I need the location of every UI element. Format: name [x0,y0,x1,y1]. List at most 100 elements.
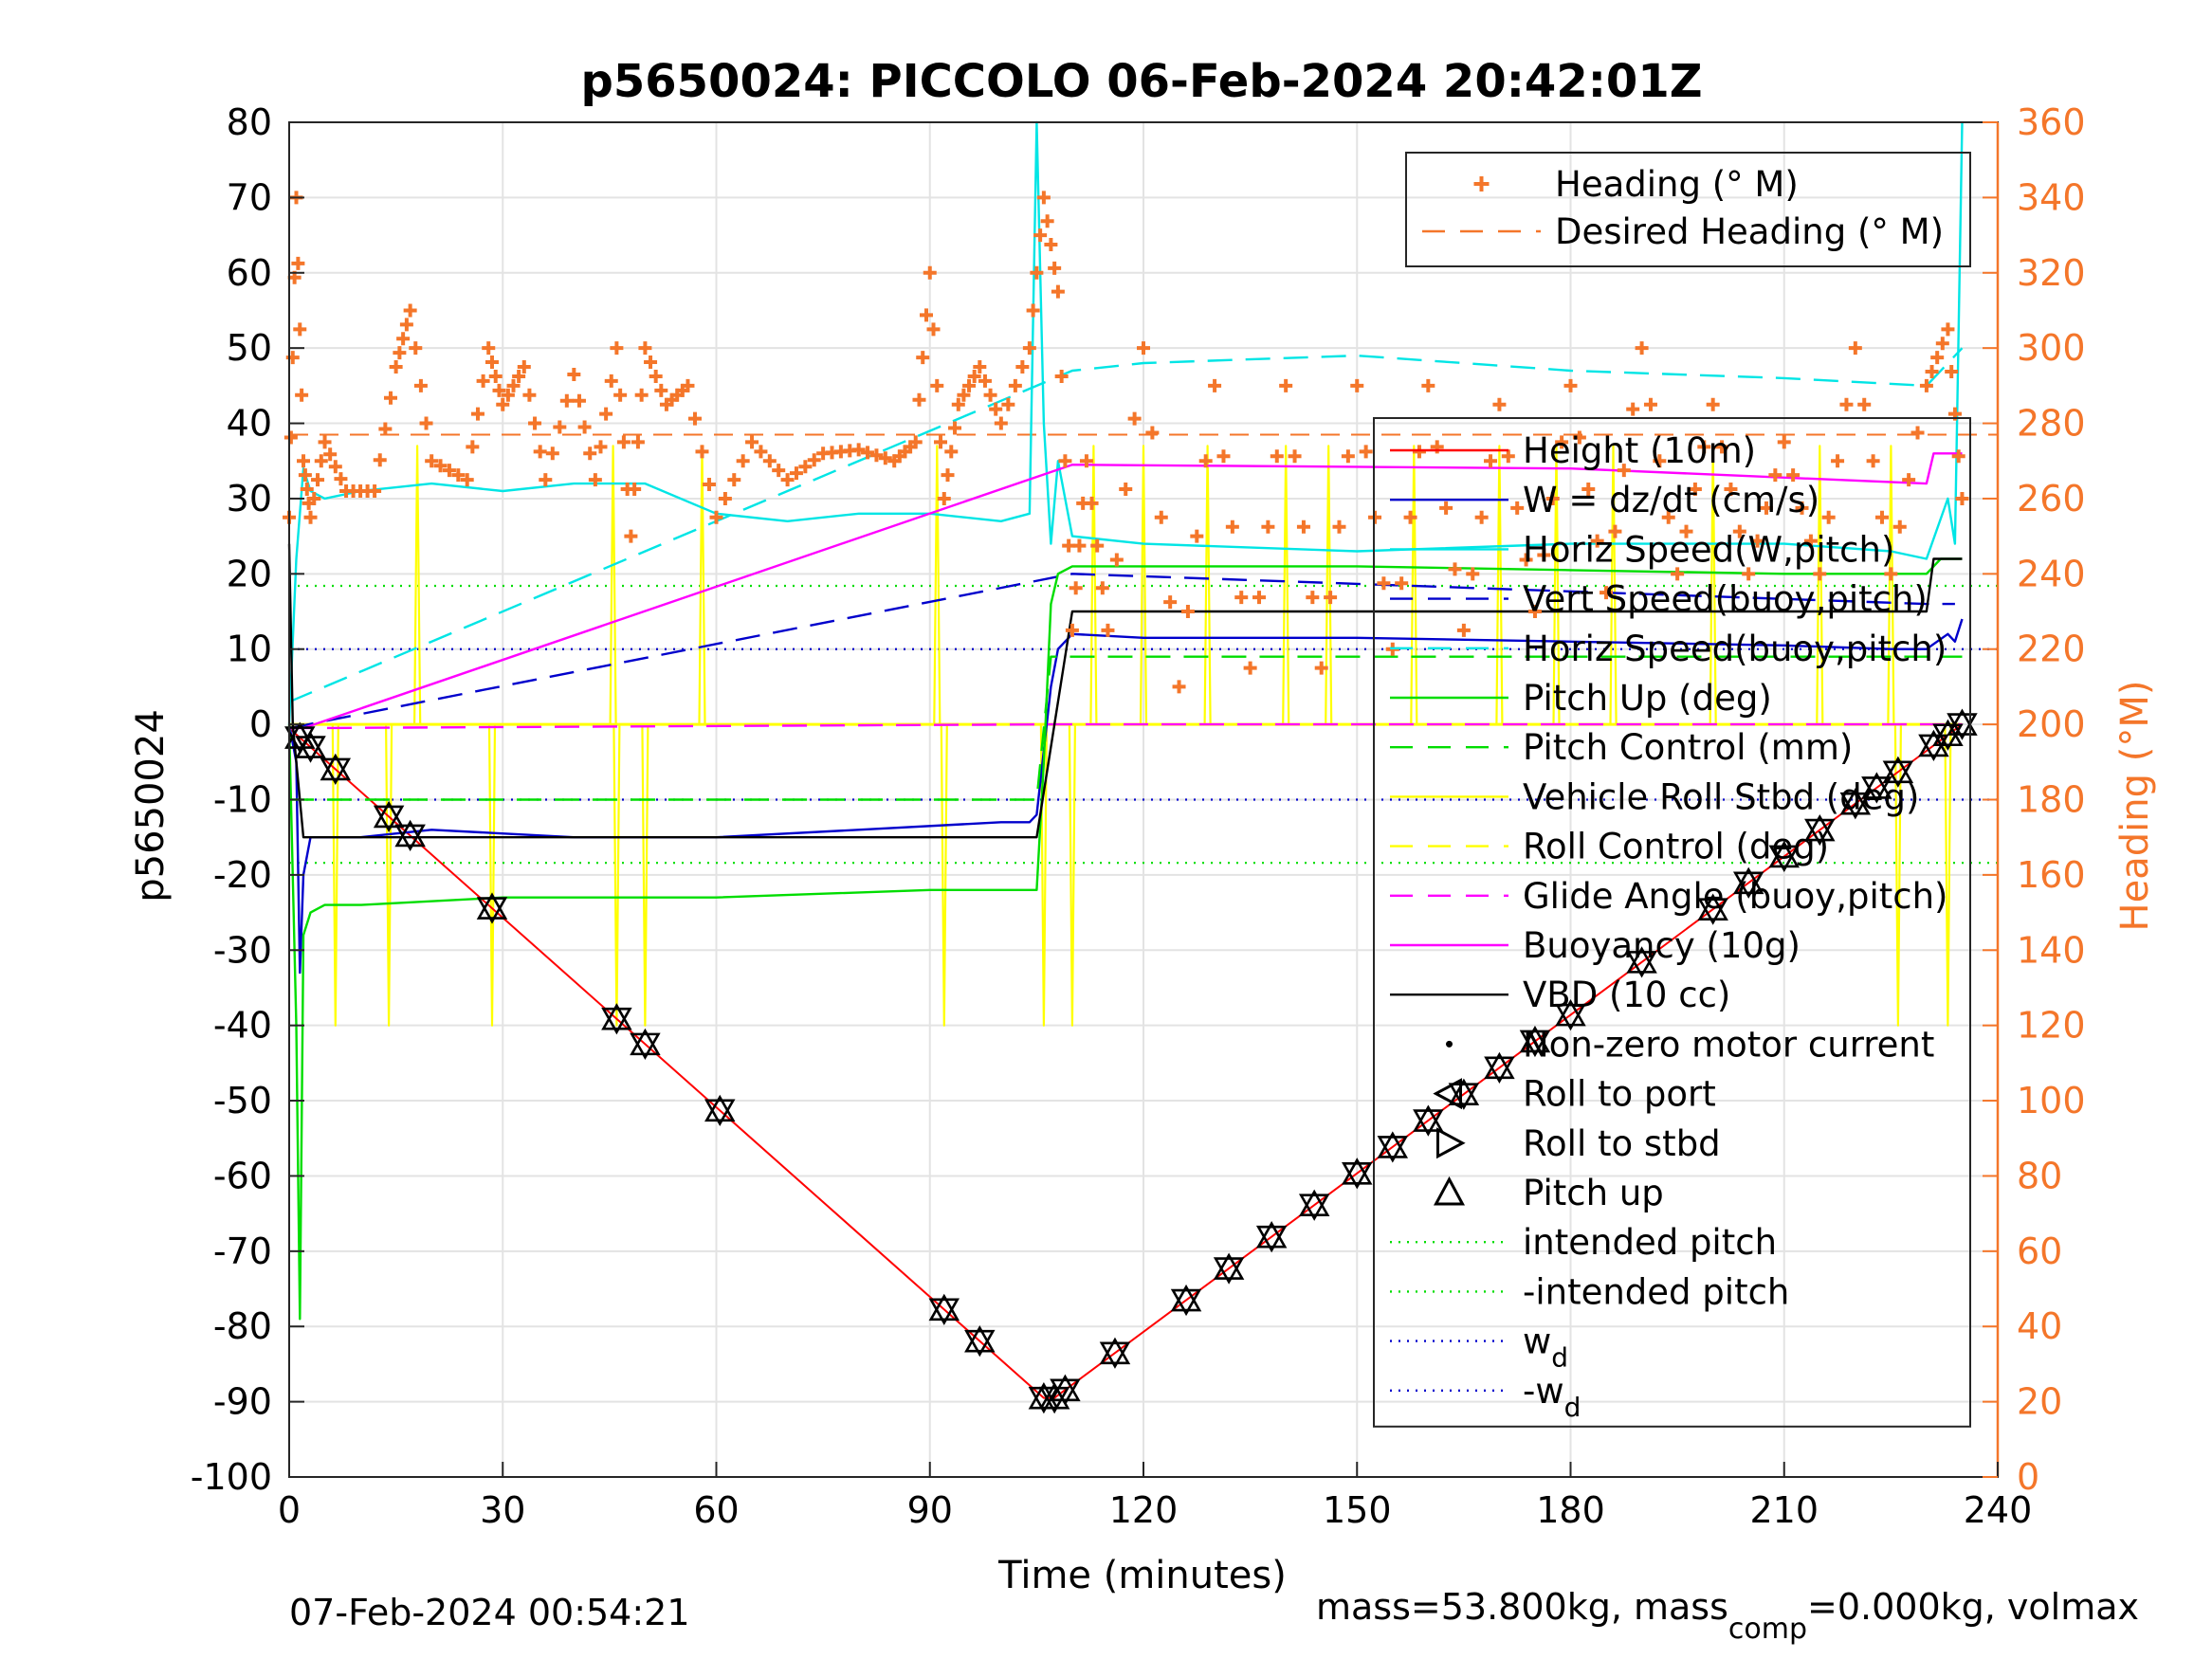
legend-sample [1473,176,1490,191]
pitch-up-marker [394,819,426,848]
legend-label: Pitch up [1523,1173,1664,1213]
heading-point [303,510,318,524]
heading-point [599,407,613,421]
legend-label-text: -intended pitch [1523,1271,1789,1312]
heading-point [1935,337,1949,351]
heading-point [1626,402,1640,416]
pitch-down-marker [1413,1109,1444,1137]
heading-point [1930,351,1945,365]
pitch-up-marker [320,753,352,781]
y2-tick-label: 300 [2017,327,2086,369]
heading-point [470,407,484,421]
heading-point [1474,510,1489,524]
pitch-down-marker [295,736,326,763]
pitch-up-marker [1298,1189,1330,1217]
x-tick-label: 0 [278,1489,301,1531]
legend-label: Horiz Speed(W,pitch) [1523,529,1894,570]
roll-spike-up [1709,445,1717,725]
pitch-down-marker [1255,1225,1288,1253]
heading-point [1008,378,1022,392]
legend-label: Pitch Control (mm) [1523,727,1853,768]
heading-point [1803,534,1818,548]
pitch-down-marker [1519,1030,1551,1058]
y2-tick-label: 60 [2017,1231,2062,1272]
y2-tick-label: 320 [2017,252,2086,294]
roll-spike-up [1203,445,1212,725]
series-vert-speed-buoy-pitch [288,573,1955,730]
legend-sample [1433,1078,1462,1110]
heading-point [1671,567,1685,581]
pitch-up-marker [1448,1078,1480,1106]
heading-point [1941,322,1955,337]
heading-point [1279,378,1293,392]
pitch-down-marker [1626,951,1657,978]
pitch-up-marker [1626,946,1657,974]
heading-point [1732,524,1746,538]
heading-point [1951,449,1965,464]
heading-point [798,460,813,474]
heading-point [851,443,866,457]
heading-point [1252,591,1267,605]
heading-point [1314,661,1328,675]
heading-point [1750,534,1764,548]
heading-point [1848,341,1862,356]
heading-point [1072,538,1087,553]
heading-point [1350,378,1364,392]
heading-point [1026,303,1040,318]
pitch-down-marker [1882,760,1914,788]
heading-point [1742,567,1756,581]
y-tick-label: 50 [227,327,272,369]
legend-label: wd [1523,1322,1568,1374]
heading-point [634,388,649,402]
heading-point [373,453,387,467]
roll-spike-up [1495,445,1504,725]
heading-point [378,422,393,436]
legend-label: -intended pitch [1523,1271,1789,1312]
heading-point [396,332,411,346]
y2-tick-label: 360 [2017,101,2086,143]
heading-point [994,416,1008,430]
heading-point [727,473,741,487]
footer-mass-b: =0.000kg, volmax [1807,1586,2139,1628]
legend-box [1405,152,1971,267]
heading-point [1653,454,1667,468]
heading-point [1180,605,1195,619]
pitch-down-marker [1298,1194,1330,1221]
heading-point [451,468,466,483]
x-tick-label: 240 [1964,1489,2033,1531]
pitch-up-marker [1342,1158,1373,1185]
y2-tick-label: 0 [2017,1456,2039,1498]
pitch-up-marker [1050,1374,1081,1402]
heading-point [425,454,439,468]
heading-point [1519,553,1533,567]
y2-tick-label: 240 [2017,553,2086,594]
heading-point [413,378,428,392]
roll-spike-down [1068,724,1076,1027]
heading-point [1919,378,1933,392]
footer-mass: mass=53.800kg, masscomp=0.000kg, volmax [1316,1586,2139,1646]
heading-point [368,484,382,499]
pitch-down-marker [1697,898,1728,925]
heading-point [681,378,695,392]
heading-point [1635,341,1649,356]
heading-point [1090,538,1105,553]
legend-label-text: Pitch Control (mm) [1523,727,1853,768]
heading-point [399,318,413,332]
legend-label: Glide Angle (buoy,pitch) [1523,876,1947,917]
pitch-up-marker [704,1094,736,1122]
heading-point [1839,397,1854,411]
heading-point [1001,397,1015,411]
heading-point [1563,378,1578,392]
legend-label: Vehicle Roll Stbd (deg) [1523,776,1919,817]
heading-point [1527,605,1542,619]
pitch-down-marker [1861,776,1892,804]
heading-point [807,453,821,467]
heading-point [930,378,944,392]
heading-point [957,388,971,402]
heading-point [638,341,652,356]
heading-point [1572,430,1586,445]
heading-point [1079,454,1093,468]
heading-point [1492,397,1507,411]
roll-spike-down [1944,724,1952,1027]
legend-label-text: Glide Angle (buoy,pitch) [1523,876,1947,917]
